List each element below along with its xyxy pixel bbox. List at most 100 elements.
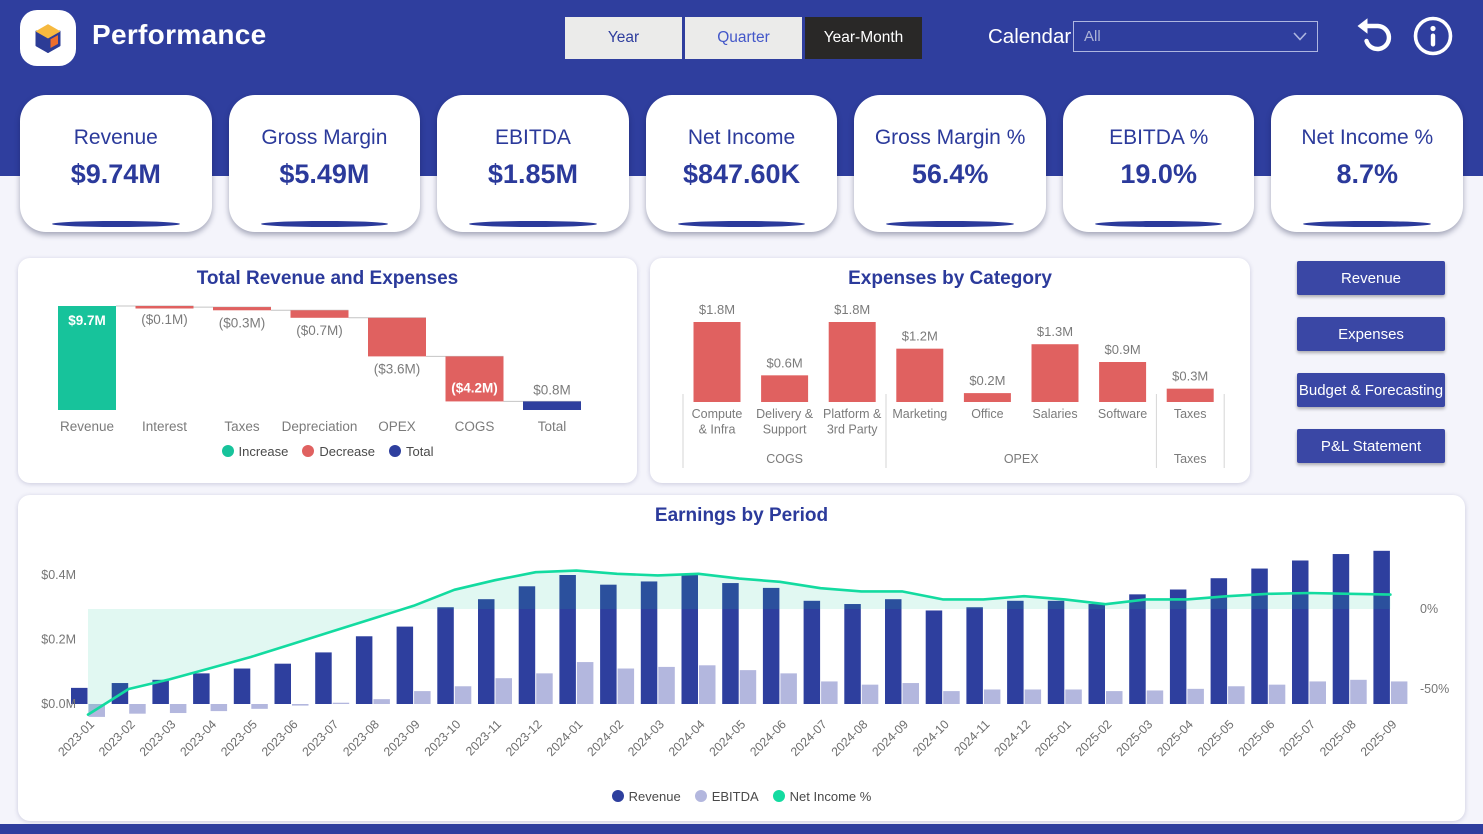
expenses-chart[interactable]: $1.8M Compute & Infra $0.6M Delivery & Suppor…: [650, 290, 1250, 478]
svg-text:2024-02: 2024-02: [584, 717, 626, 759]
svg-text:OPEX: OPEX: [378, 419, 416, 434]
svg-text:$0.8M: $0.8M: [533, 382, 571, 397]
legend-item[interactable]: Total: [389, 444, 433, 459]
svg-text:$1.8M: $1.8M: [699, 302, 735, 317]
ebitda-bars: [88, 662, 1408, 717]
group-separators: [682, 394, 1225, 468]
svg-text:($0.3M): ($0.3M): [219, 315, 266, 330]
nav-button-budget-forecasting[interactable]: Budget & Forecasting: [1297, 373, 1445, 407]
kpi-underline: [1094, 221, 1223, 227]
legend-dot: [611, 790, 624, 802]
svg-text:2023-07: 2023-07: [300, 717, 342, 759]
earnings-legend: Revenue EBITDA Net Income %: [18, 785, 1465, 807]
kpi-card[interactable]: Gross Margin % 56.4%: [854, 95, 1046, 232]
svg-text:$0.9M: $0.9M: [1105, 342, 1141, 357]
svg-text:2024-08: 2024-08: [829, 717, 871, 759]
nav-button-p-l-statement[interactable]: P&L Statement: [1297, 429, 1445, 463]
undo-icon[interactable]: [1352, 15, 1394, 57]
kpi-card[interactable]: Net Income $847.60K: [645, 95, 838, 232]
waterfall-bars: [58, 306, 581, 410]
svg-text:2023-04: 2023-04: [177, 717, 219, 759]
svg-text:COGS: COGS: [766, 452, 803, 466]
legend-item[interactable]: Net Income %: [772, 789, 871, 804]
svg-text:2025-04: 2025-04: [1154, 717, 1196, 759]
svg-text:$0.2M: $0.2M: [969, 373, 1005, 388]
svg-text:Marketing: Marketing: [892, 407, 947, 421]
info-icon[interactable]: [1410, 13, 1456, 59]
period-toggle-group: Year Quarter Year-Month: [565, 17, 922, 59]
svg-text:Depreciation: Depreciation: [282, 419, 358, 434]
kpi-label: Net Income: [687, 126, 796, 149]
svg-text:2024-03: 2024-03: [625, 717, 667, 759]
legend-dot: [302, 445, 315, 457]
kpi-label: Gross Margin: [261, 126, 388, 149]
svg-text:$0.4M: $0.4M: [41, 568, 76, 582]
svg-text:2024-11: 2024-11: [951, 717, 992, 758]
svg-text:Compute: Compute: [692, 407, 743, 421]
bottom-accent-strip: [0, 824, 1483, 834]
svg-text:Revenue: Revenue: [60, 419, 114, 434]
nav-buttons: Revenue Expenses Budget & Forecasting P&L S…: [1297, 261, 1445, 485]
kpi-label: Gross Margin %: [874, 126, 1026, 149]
kpi-value: 56.4%: [911, 159, 989, 189]
kpi-label: Net Income %: [1301, 126, 1434, 149]
cube-icon: [35, 24, 61, 54]
toggle-year-month[interactable]: Year-Month: [805, 17, 922, 59]
svg-text:2023-02: 2023-02: [96, 717, 138, 759]
expenses-title: Expenses by Category: [848, 268, 1052, 289]
kpi-card[interactable]: Gross Margin $5.49M: [228, 95, 421, 232]
svg-text:Office: Office: [971, 407, 1003, 421]
svg-text:2023-10: 2023-10: [422, 717, 464, 759]
svg-text:2023-09: 2023-09: [381, 717, 423, 759]
toggle-year[interactable]: Year: [565, 17, 682, 59]
svg-text:2025-07: 2025-07: [1276, 717, 1318, 759]
svg-text:2024-05: 2024-05: [707, 717, 749, 759]
svg-text:Delivery &: Delivery &: [756, 407, 814, 421]
svg-text:2024-09: 2024-09: [869, 717, 911, 759]
legend-dot: [694, 790, 707, 802]
svg-text:2025-06: 2025-06: [1236, 717, 1278, 759]
kpi-value: $5.49M: [279, 159, 370, 189]
svg-text:2025-01: 2025-01: [1032, 717, 1074, 759]
toggle-quarter[interactable]: Quarter: [685, 17, 802, 59]
legend-label: EBITDA: [711, 788, 759, 804]
legend-item[interactable]: Revenue: [611, 788, 681, 804]
svg-text:OPEX: OPEX: [1004, 452, 1039, 466]
legend-label: Increase: [238, 443, 289, 459]
kpi-card[interactable]: EBITDA % 19.0%: [1062, 95, 1255, 232]
legend-item[interactable]: EBITDA: [694, 788, 759, 804]
earnings-card: Earnings by Period $0.0M $0.2M $0.4M 0% -50%…: [18, 495, 1465, 821]
waterfall-chart[interactable]: $9.7M Revenue ($0.1M) Interest ($0.3M) Taxes (…: [18, 290, 637, 440]
calendar-dropdown[interactable]: All: [1073, 21, 1318, 52]
svg-text:2024-10: 2024-10: [910, 717, 952, 759]
nav-button-expenses[interactable]: Expenses: [1297, 317, 1445, 351]
kpi-value: $1.85M: [487, 159, 578, 189]
legend-dot: [772, 790, 785, 802]
kpi-value: $9.74M: [70, 159, 161, 189]
svg-text:($0.1M): ($0.1M): [141, 312, 188, 327]
kpi-underline: [677, 221, 806, 227]
kpi-card[interactable]: Net Income % 8.7%: [1271, 95, 1464, 232]
legend-label: Decrease: [319, 443, 376, 459]
waterfall-labels: $9.7M Revenue ($0.1M) Interest ($0.3M) Taxes (…: [60, 312, 571, 434]
svg-text:3rd Party: 3rd Party: [827, 423, 878, 437]
legend-item[interactable]: Increase: [221, 443, 289, 459]
legend-label: Revenue: [628, 788, 681, 804]
svg-text:2023-01: 2023-01: [55, 717, 97, 759]
svg-text:2023-12: 2023-12: [503, 717, 545, 759]
svg-text:($4.2M): ($4.2M): [451, 380, 498, 395]
legend-item[interactable]: Decrease: [302, 444, 375, 459]
page-title: Performance: [92, 19, 267, 50]
svg-text:2024-12: 2024-12: [991, 717, 1033, 759]
y-axis-labels: $0.0M $0.2M $0.4M 0% -50%: [41, 568, 1449, 711]
expense-labels: $1.8M Compute & Infra $0.6M Delivery & Suppor…: [692, 302, 1209, 466]
svg-text:-50%: -50%: [1420, 682, 1449, 696]
kpi-card[interactable]: EBITDA $1.85M: [437, 95, 629, 232]
kpi-card[interactable]: Revenue $9.74M: [20, 95, 212, 232]
kpi-label: EBITDA: [495, 126, 571, 149]
svg-text:$9.7M: $9.7M: [68, 313, 106, 328]
nav-button-revenue[interactable]: Revenue: [1297, 261, 1445, 295]
svg-text:Taxes: Taxes: [1174, 407, 1207, 421]
kpi-label: Revenue: [73, 126, 158, 149]
